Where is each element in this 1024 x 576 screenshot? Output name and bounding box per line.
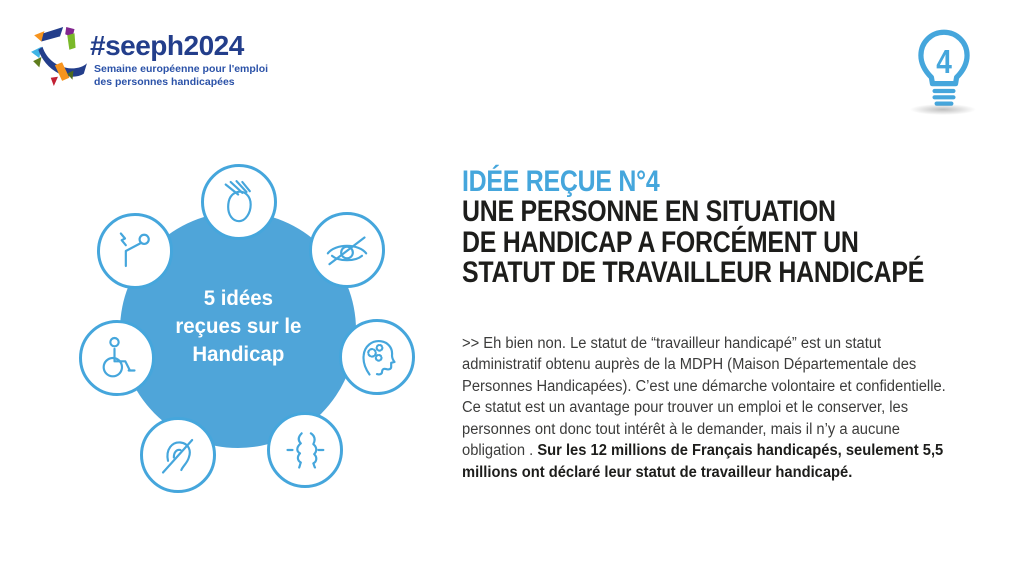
diagram-center-text: 5 idées reçues sur le Handicap (175, 284, 301, 368)
body-text-regular: >> Eh bien non. Le statut de “travailleu… (462, 334, 946, 460)
kicker-text: IDÉE REÇUE N°4 (462, 165, 660, 198)
kicker-title: IDÉE REÇUE N°4 (462, 166, 982, 197)
crossed-eye-icon (309, 212, 385, 288)
center-line2: reçues sur le (174, 314, 302, 338)
two-faces-icon (267, 412, 343, 488)
lightbulb-icon (918, 29, 970, 106)
head-with-hand-icon (201, 164, 277, 240)
brand-tagline-line1: Semaine européenne pour l'emploi (94, 63, 269, 75)
bent-person-icon (97, 213, 173, 289)
body-paragraph: >> Eh bien non. Le statut de “travailleu… (462, 333, 952, 484)
title-line1: UNE PERSONNE EN SITUATION (462, 195, 836, 228)
center-line1: 5 idées (203, 286, 273, 310)
center-line3: Handicap (192, 342, 284, 366)
brand-hashtag: #seeph2024 (90, 30, 244, 61)
content-panel: IDÉE REÇUE N°4 UNE PERSONNE EN SITUATION… (462, 166, 982, 483)
wheelchair-icon (79, 320, 155, 396)
seeph-logo: #seeph2024 Semaine européenne pour l'emp… (30, 26, 268, 89)
brand-tagline-line2: des personnes handicapées (94, 76, 235, 88)
seeph-logo-mark-icon (31, 27, 87, 86)
idea-number: 4 (936, 43, 952, 80)
brand-tagline: Semaine européenne pour l'emploi des per… (94, 63, 268, 89)
bulb-shadow (910, 104, 976, 115)
title-line2: DE HANDICAP A FORCÉMENT UN (462, 225, 859, 259)
body-text-bold: Sur les 12 millions de Français handicap… (462, 442, 944, 481)
head-gears-icon (339, 319, 415, 395)
ear-slash-icon (140, 417, 216, 493)
idea-number-badge: 4 (908, 26, 980, 115)
main-title: UNE PERSONNE EN SITUATION DE HANDICAP A … (462, 195, 982, 289)
title-line3: STATUT DE TRAVAILLEUR HANDICAPÉ (462, 256, 925, 289)
